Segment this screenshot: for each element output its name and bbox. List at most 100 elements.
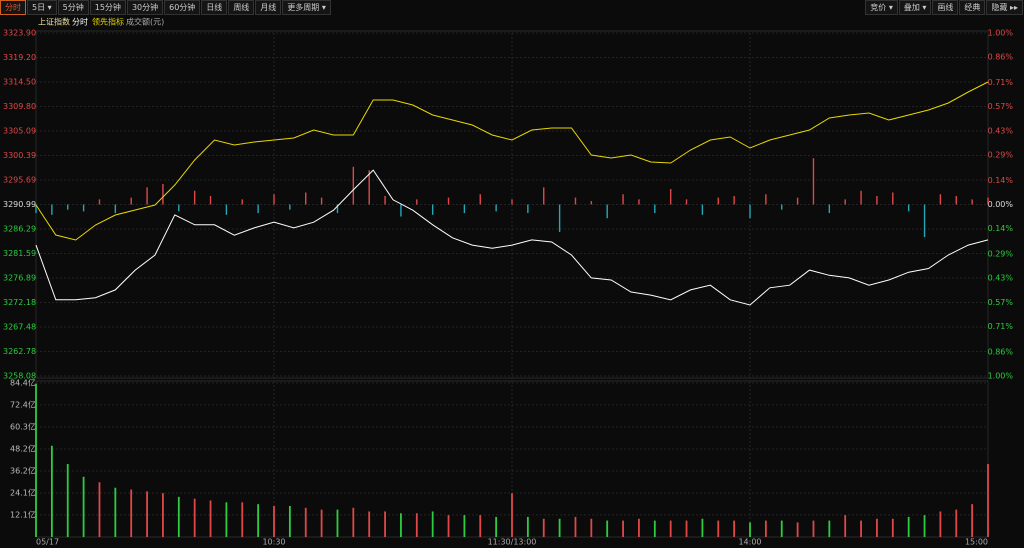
volume-bar — [209, 500, 212, 537]
toolbar-button[interactable]: 经典 — [959, 0, 986, 15]
toolbar-button[interactable]: 画线 — [932, 0, 959, 15]
y2-tick-label: 0.14% — [988, 224, 1014, 233]
diff-bar — [733, 195, 735, 205]
diff-bar — [130, 197, 132, 205]
diff-bar — [51, 204, 53, 215]
toolbar-button[interactable]: 5分钟 — [57, 0, 89, 15]
volume-bar — [114, 487, 117, 537]
diff-bar — [669, 189, 672, 205]
diff-bar — [463, 204, 466, 214]
volume-bar — [288, 505, 291, 537]
diff-bar — [98, 199, 101, 205]
volume-bar — [257, 504, 260, 537]
diff-bar — [225, 204, 228, 215]
volume-bar — [98, 482, 101, 537]
toolbar-left: 分时 5日 ▾ 5分钟 15分钟 30分钟 60分钟 日线 周线 月线 更多周期 ▾ — [0, 0, 332, 16]
toolbar-button[interactable]: 更多周期 ▾ — [282, 0, 331, 15]
diff-bar — [892, 192, 894, 205]
diff-bar — [765, 194, 767, 205]
y2-tick-label: 1.00% — [988, 372, 1014, 381]
volume-bar — [622, 520, 624, 537]
volume-bar — [415, 513, 418, 537]
volume-bar — [971, 504, 974, 537]
toolbar-button[interactable]: 5日 ▾ — [27, 0, 57, 15]
volume-bar — [733, 520, 736, 537]
toolbar-button[interactable]: 月线 — [255, 0, 282, 15]
diff-bar — [558, 204, 561, 232]
x-tick-label: 11:30/13:00 — [488, 538, 537, 547]
toolbar-button[interactable]: 叠加 ▾ — [898, 0, 932, 15]
volume-bar — [225, 502, 228, 537]
volume-bar — [177, 496, 180, 537]
y2-tick-label: 0.14% — [988, 176, 1014, 185]
diff-bar — [574, 197, 577, 205]
volume-bar — [82, 476, 85, 537]
volume-bar — [876, 518, 878, 537]
y2-tick-label: 0.43% — [988, 274, 1014, 283]
toolbar: 分时 5日 ▾ 5分钟 15分钟 30分钟 60分钟 日线 周线 月线 更多周期 ▾ 竞价 ▾ 叠加 … — [0, 0, 1024, 16]
toolbar-button[interactable]: 30分钟 — [126, 0, 164, 15]
volume-bar — [463, 515, 466, 537]
volume-bar — [796, 522, 799, 537]
legend-price: 分时 — [72, 17, 88, 27]
diff-bar — [511, 199, 513, 205]
volume-bar — [860, 520, 862, 537]
legend-lead: 领先指标 — [92, 17, 124, 27]
diff-bar — [701, 204, 704, 215]
diff-bar — [400, 204, 402, 217]
diff-bar — [67, 204, 69, 210]
diff-bar — [955, 195, 957, 205]
y-tick-label: 3290.99 — [3, 200, 36, 209]
volume-bar — [511, 493, 513, 537]
volume-bar — [304, 507, 307, 537]
volume-tick-label: 12.1亿 — [10, 509, 36, 519]
diff-bar — [162, 183, 164, 205]
y-tick-label: 3281.59 — [3, 249, 36, 258]
volume-bar — [907, 516, 910, 537]
toolbar-button[interactable]: 60分钟 — [164, 0, 201, 15]
volume-bar — [273, 505, 275, 537]
volume-bar — [717, 520, 720, 537]
y-tick-label: 3262.78 — [3, 347, 36, 356]
toolbar-button[interactable]: 日线 — [201, 0, 228, 15]
toolbar-button[interactable]: 分时 — [0, 0, 26, 15]
diff-bar — [828, 204, 831, 214]
diff-bar — [320, 197, 323, 205]
y-tick-label: 3258.08 — [3, 372, 36, 381]
volume-bar — [701, 518, 704, 537]
x-tick-label: 14:00 — [738, 538, 761, 547]
y-tick-label: 3319.20 — [3, 53, 36, 62]
volume-tick-label: 24.1亿 — [10, 488, 36, 498]
diff-bar — [971, 199, 973, 205]
diff-bar — [431, 204, 434, 215]
legend-title: 上证指数 — [38, 17, 70, 27]
x-tick-label: 05/17 — [36, 538, 59, 547]
volume-bar — [542, 518, 545, 537]
volume-bar — [35, 383, 37, 537]
volume-bar — [368, 511, 371, 537]
diff-bar — [860, 190, 862, 205]
toolbar-button[interactable]: 15分钟 — [89, 0, 126, 15]
volume-bar — [987, 464, 989, 537]
y2-tick-label: 0.71% — [988, 322, 1014, 331]
volume-bar — [574, 516, 577, 537]
diff-bar — [352, 166, 355, 205]
volume-tick-label: 48.2亿 — [10, 444, 36, 454]
volume-bar — [844, 515, 847, 537]
volume-bar — [923, 515, 926, 537]
price-line — [35, 81, 989, 241]
toolbar-button[interactable]: 隐藏 ▸▸ — [986, 0, 1023, 15]
volume-bar — [638, 518, 640, 537]
toolbar-button[interactable]: 竞价 ▾ — [865, 0, 898, 15]
toolbar-button[interactable]: 周线 — [228, 0, 255, 15]
volume-bar — [891, 518, 894, 537]
diff-bar — [543, 187, 545, 205]
volume-bar — [939, 511, 942, 537]
diff-bar — [939, 194, 942, 205]
diff-bar — [796, 197, 799, 205]
diff-bar — [289, 204, 291, 210]
y2-tick-label: 0.43% — [988, 126, 1014, 135]
y-tick-label: 3272.18 — [3, 298, 36, 307]
diff-bar — [717, 197, 719, 205]
diff-bar — [82, 204, 85, 212]
